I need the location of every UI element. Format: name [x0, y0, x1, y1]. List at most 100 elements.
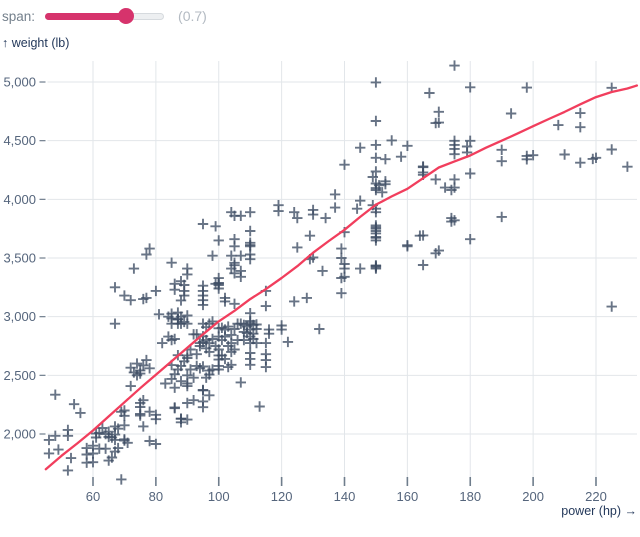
plus-marker — [175, 276, 187, 287]
plus-marker — [587, 153, 598, 165]
plus-marker — [465, 168, 476, 179]
y-tick-label: 5,000 — [3, 75, 36, 90]
plus-marker — [465, 234, 476, 245]
plus-marker — [169, 333, 180, 345]
span-slider-label: span: — [2, 8, 36, 24]
plus-marker — [201, 372, 212, 383]
plus-marker — [380, 179, 391, 190]
plus-marker — [276, 324, 287, 335]
plus-marker — [150, 285, 162, 297]
plus-marker — [235, 271, 246, 282]
plus-marker — [245, 359, 256, 370]
x-tick-label: 200 — [522, 489, 544, 504]
plus-marker — [81, 457, 92, 468]
plus-marker — [109, 318, 121, 329]
plus-marker — [229, 260, 240, 271]
plus-marker — [402, 241, 413, 252]
plus-marker — [125, 295, 136, 306]
plus-marker — [414, 230, 426, 241]
y-tick-label: 2,000 — [3, 427, 36, 442]
plus-marker — [166, 318, 177, 329]
y-tick-label: 3,000 — [3, 309, 36, 324]
plus-marker — [43, 434, 55, 446]
plus-marker — [169, 369, 180, 380]
plus-marker — [229, 298, 240, 309]
plus-marker — [182, 269, 193, 280]
plus-marker — [119, 420, 130, 431]
plus-marker — [197, 384, 209, 396]
plus-marker — [185, 364, 196, 375]
plus-marker — [320, 212, 331, 224]
plus-marker — [141, 292, 152, 304]
y-axis-title: ↑ weight (lb) — [2, 36, 70, 50]
plus-marker — [226, 250, 237, 261]
plus-marker — [81, 442, 92, 454]
x-axis-title: power (hp) → — [561, 504, 637, 518]
plus-marker — [370, 166, 382, 177]
plus-marker — [370, 77, 382, 88]
plus-marker — [339, 159, 350, 170]
span-slider[interactable] — [45, 8, 165, 24]
plus-marker — [135, 397, 146, 409]
plus-marker — [144, 406, 155, 417]
plus-marker — [260, 361, 272, 373]
x-tick-label: 60 — [86, 489, 100, 504]
plus-marker — [150, 409, 162, 420]
plus-marker — [336, 272, 347, 284]
plus-marker — [207, 250, 218, 261]
plus-marker — [182, 370, 193, 381]
plus-marker — [169, 402, 180, 413]
span-slider-value: (0.7) — [178, 8, 207, 24]
plus-marker — [367, 171, 378, 183]
plus-marker — [245, 225, 256, 237]
plus-marker — [355, 195, 366, 206]
plus-marker — [43, 448, 55, 459]
plus-marker — [606, 144, 617, 155]
plus-marker — [106, 432, 118, 443]
trend-line — [44, 84, 639, 471]
plus-marker — [122, 437, 133, 448]
plus-marker — [260, 300, 272, 312]
plus-marker — [351, 203, 363, 214]
plus-marker — [94, 443, 105, 454]
plus-marker — [141, 354, 152, 366]
plus-marker — [446, 216, 457, 227]
plus-marker — [229, 241, 240, 252]
plus-marker — [417, 259, 429, 271]
y-tick-label: 2,500 — [3, 368, 36, 383]
plus-marker — [213, 323, 224, 334]
plus-marker — [402, 140, 413, 151]
plus-marker — [219, 296, 231, 307]
x-tick-label: 160 — [397, 489, 419, 504]
plus-marker — [446, 184, 457, 196]
plus-marker — [317, 265, 328, 277]
plus-marker — [370, 263, 382, 274]
plus-marker — [496, 144, 507, 155]
plus-marker — [521, 82, 532, 93]
plus-marker — [144, 243, 155, 254]
plus-marker — [135, 368, 146, 379]
plus-marker — [553, 119, 564, 131]
plus-marker — [449, 60, 460, 71]
x-tick-label: 120 — [271, 489, 293, 504]
span-slider-thumb[interactable] — [117, 8, 134, 24]
plus-marker — [235, 250, 246, 261]
plus-marker — [370, 115, 382, 127]
plus-marker — [289, 207, 300, 218]
plus-marker — [62, 430, 74, 441]
plus-marker — [109, 282, 121, 293]
plus-marker — [213, 354, 224, 365]
plus-marker — [575, 107, 586, 119]
plus-marker — [197, 402, 209, 413]
plus-marker — [355, 263, 366, 274]
x-tick-label: 80 — [149, 489, 163, 504]
plus-marker — [204, 390, 215, 401]
plus-marker — [505, 108, 517, 119]
plus-marker — [238, 334, 250, 346]
plus-marker — [210, 221, 221, 232]
plus-marker — [116, 474, 127, 485]
plus-marker — [496, 211, 507, 223]
plus-marker — [430, 117, 441, 129]
plus-marker — [417, 167, 429, 178]
plus-marker — [449, 143, 460, 155]
